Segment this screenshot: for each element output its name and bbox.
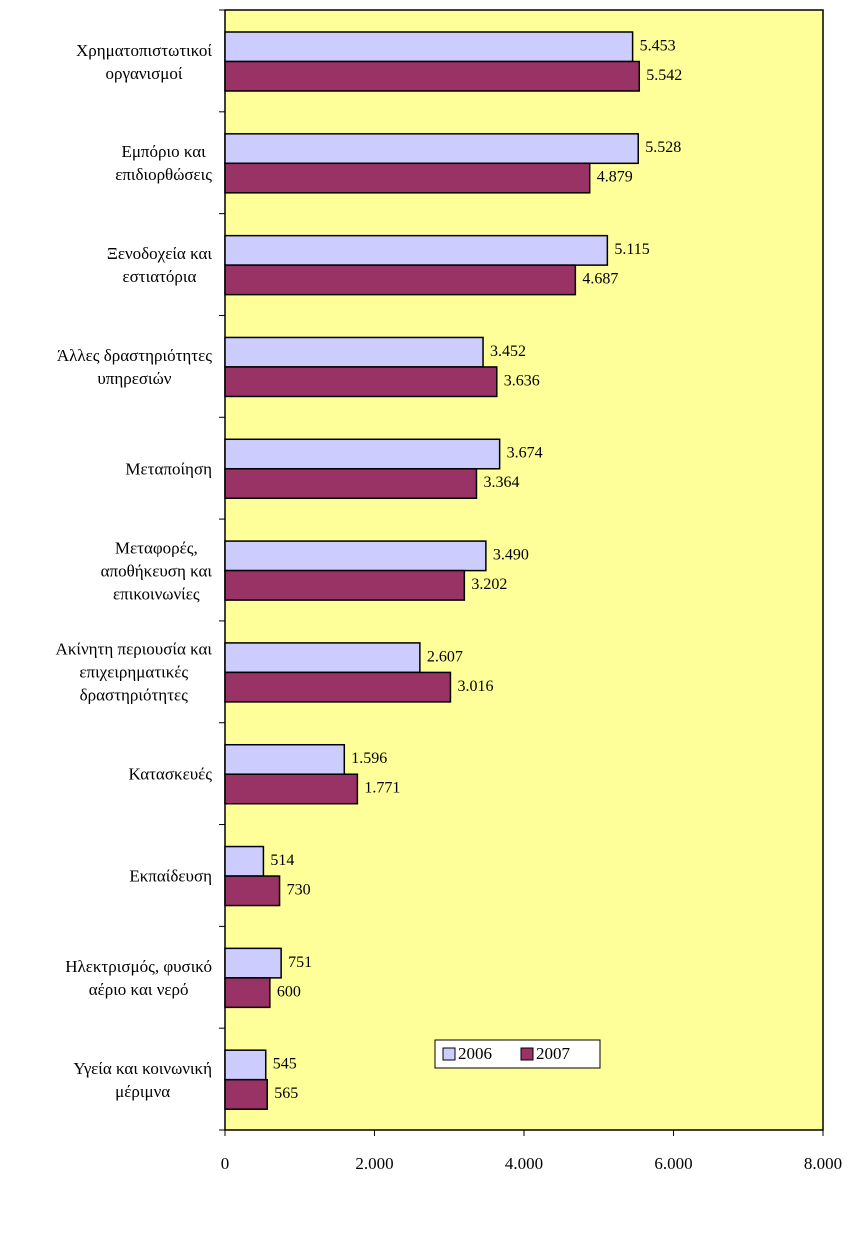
y-tick-label: Εκπαίδευση <box>129 866 212 886</box>
value-label: 600 <box>277 983 301 1000</box>
bar <box>224 366 498 398</box>
value-label: 514 <box>270 852 294 869</box>
value-label: 3.016 <box>457 678 493 695</box>
bar <box>224 977 271 1009</box>
y-tick-label: Άλλες δραστηριότητες υπηρεσιών <box>56 345 212 388</box>
bar <box>224 773 359 805</box>
bar <box>224 31 634 63</box>
value-label: 3.490 <box>493 547 529 564</box>
y-tick-label: Μεταποίηση <box>125 459 212 479</box>
bar <box>224 947 282 979</box>
bar <box>224 1078 268 1110</box>
value-label: 2.607 <box>427 648 463 665</box>
legend-label: 2006 <box>458 1044 492 1063</box>
x-tick-label: 8.000 <box>804 1154 842 1173</box>
value-label: 5.115 <box>614 241 649 258</box>
value-label: 4.879 <box>597 169 633 186</box>
bar <box>224 468 478 500</box>
y-tick-label: Ακίνητη περιουσία και επιχειρηματικές δρ… <box>55 639 212 705</box>
value-label: 3.636 <box>504 372 540 389</box>
bar <box>224 264 577 296</box>
value-label: 730 <box>287 881 311 898</box>
y-tick-label: Χρηματοπιστωτικοί οργανισμοί <box>75 40 212 83</box>
bar <box>224 336 484 368</box>
bar <box>224 875 281 907</box>
value-label: 565 <box>274 1085 298 1102</box>
value-label: 3.202 <box>471 576 507 593</box>
bar <box>224 133 639 165</box>
bar <box>224 234 609 266</box>
value-label: 3.452 <box>490 343 526 360</box>
bar <box>224 438 501 470</box>
y-tick-label: Υγεία και κοινωνική μέριμνα <box>73 1058 212 1101</box>
value-label: 5.528 <box>645 139 681 156</box>
bar <box>224 540 487 572</box>
x-tick-label: 0 <box>221 1154 230 1173</box>
bar <box>224 671 452 703</box>
value-label: 3.674 <box>507 445 543 462</box>
y-tick-label: Εμπόριο και επιδιορθώσεις <box>115 142 212 185</box>
bar <box>224 60 641 92</box>
bar <box>224 569 466 601</box>
value-label: 545 <box>273 1056 297 1073</box>
x-tick-label: 6.000 <box>654 1154 692 1173</box>
legend-swatch <box>442 1047 456 1061</box>
y-tick-label: Μεταφορές, αποθήκευση και επικοινωνίες <box>100 538 212 604</box>
x-tick-label: 4.000 <box>505 1154 543 1173</box>
bar <box>224 1049 267 1081</box>
value-label: 5.453 <box>640 37 676 54</box>
bar <box>224 845 265 877</box>
value-label: 1.771 <box>364 780 400 797</box>
value-label: 5.542 <box>646 67 682 84</box>
y-tick-label: Ηλεκτρισμός, φυσικό αέριο και νερό <box>65 956 212 999</box>
bar <box>224 642 421 674</box>
y-tick-label: Ξενοδοχεία και εστιατόρια <box>106 244 212 287</box>
bar <box>224 162 591 194</box>
legend-label: 2007 <box>536 1044 571 1063</box>
legend <box>434 1039 601 1069</box>
y-tick-label: Κατασκευές <box>128 764 212 784</box>
legend-swatch <box>520 1047 534 1061</box>
value-label: 751 <box>288 954 312 971</box>
value-label: 4.687 <box>582 271 618 288</box>
value-label: 1.596 <box>351 750 387 767</box>
value-label: 3.364 <box>483 474 519 491</box>
bar <box>224 743 346 775</box>
x-tick-label: 2.000 <box>355 1154 393 1173</box>
